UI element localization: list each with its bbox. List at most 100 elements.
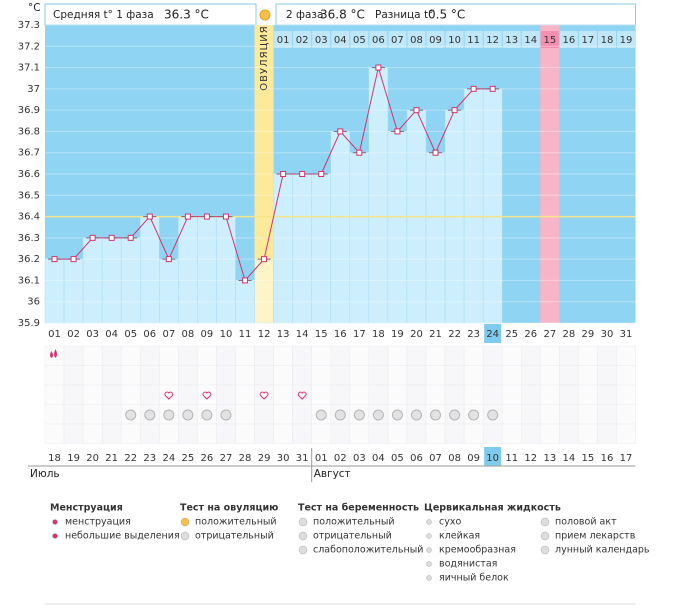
y-tick-label: 37.1 xyxy=(18,63,40,74)
temp-column xyxy=(254,258,274,324)
grid-cell xyxy=(540,404,560,425)
grid-cell xyxy=(425,384,446,405)
phase2-day: 12 xyxy=(486,35,499,46)
grid-cell xyxy=(368,365,389,386)
phase2-cell xyxy=(540,31,559,48)
grid-cell xyxy=(444,345,465,366)
temp-point xyxy=(375,64,382,71)
heart-icon xyxy=(202,391,212,400)
day-label: 06 xyxy=(143,329,156,340)
legend-icon xyxy=(298,545,308,555)
temp-point xyxy=(489,85,496,92)
day-label: 16 xyxy=(334,329,347,340)
test-icon xyxy=(487,409,499,421)
phase2-day: 16 xyxy=(563,35,576,46)
calendar-date: 01 xyxy=(315,453,328,464)
calendar-date: 20 xyxy=(86,453,99,464)
y-tick-label: 36.9 xyxy=(18,105,40,116)
test-icon xyxy=(334,409,346,421)
calendar-date: 08 xyxy=(448,453,461,464)
phase2-day: 13 xyxy=(505,35,518,46)
heart-icon xyxy=(259,391,269,400)
grid-cell xyxy=(292,365,312,386)
calendar-date: 21 xyxy=(105,453,118,464)
temp-point xyxy=(89,234,96,241)
grid-cell xyxy=(597,423,617,444)
legend-item: водянистая xyxy=(439,559,497,570)
y-tick-label: 36.2 xyxy=(18,254,40,265)
grid-cell xyxy=(216,345,236,366)
day-label: 12 xyxy=(258,329,271,340)
day-label: 27 xyxy=(543,329,556,340)
calendar-date: 07 xyxy=(429,453,442,464)
grid-cell xyxy=(216,365,236,386)
ovulation-band xyxy=(254,25,274,260)
grid-cell xyxy=(540,423,560,444)
legend-icon xyxy=(426,533,432,539)
grid-cell xyxy=(616,365,636,386)
phase2-day: 03 xyxy=(315,35,328,46)
grid-cell xyxy=(101,423,122,444)
grid-cell xyxy=(140,345,160,366)
grid-cell xyxy=(311,384,332,405)
legend-item: отрицательный xyxy=(195,531,274,542)
y-tick-label: 36.8 xyxy=(18,126,40,137)
day-label: 31 xyxy=(620,329,633,340)
grid-cell xyxy=(387,345,408,366)
grid-cell xyxy=(120,365,141,386)
calendar-date: 18 xyxy=(48,453,61,464)
grid-cell xyxy=(521,384,541,405)
phase2-day: 02 xyxy=(296,35,309,46)
phase2-cell xyxy=(521,31,540,48)
calendar-date: 02 xyxy=(334,453,347,464)
temp-column xyxy=(197,216,217,324)
phase2-cell xyxy=(464,31,483,48)
y-tick-label: 37.2 xyxy=(18,41,40,52)
grid-cell xyxy=(63,404,84,425)
day-label: 17 xyxy=(353,329,366,340)
grid-cell xyxy=(463,365,484,386)
grid-cell xyxy=(559,365,579,386)
calendar-date: 14 xyxy=(563,453,576,464)
test-icon xyxy=(391,409,403,421)
grid-cell xyxy=(311,365,332,386)
phase1-value: 36.3 °C xyxy=(164,8,209,22)
test-icon xyxy=(182,409,194,421)
sun-icon xyxy=(259,9,271,21)
grid-cell xyxy=(578,384,598,405)
grid-cell xyxy=(216,384,236,405)
grid-cell xyxy=(235,384,255,405)
day-label: 23 xyxy=(467,329,480,340)
temp-point xyxy=(356,149,363,156)
legend-icon xyxy=(180,517,190,527)
phase2-cell xyxy=(350,31,369,48)
grid-cell xyxy=(578,365,598,386)
grid-cell xyxy=(311,345,332,366)
phase2-day: 17 xyxy=(582,35,595,46)
grid-cell xyxy=(521,345,541,366)
test-icon xyxy=(410,409,422,421)
day-label: 19 xyxy=(391,329,404,340)
temp-point xyxy=(146,213,153,220)
legend-icon xyxy=(426,547,432,553)
legend-icon xyxy=(298,517,308,527)
y-tick-label: 36 xyxy=(27,297,40,308)
day-label: 18 xyxy=(372,329,385,340)
grid-cell xyxy=(597,345,617,366)
legend-item: менструация xyxy=(65,517,131,528)
day-label: 26 xyxy=(524,329,537,340)
today-box xyxy=(484,447,502,466)
grid-cell xyxy=(178,345,198,366)
legend-item: яичный белок xyxy=(439,573,509,584)
phase2-cell xyxy=(559,31,578,48)
calendar-date: 15 xyxy=(582,453,595,464)
legend-icon xyxy=(540,531,550,541)
phase2-day: 11 xyxy=(467,35,480,46)
temp-column xyxy=(311,173,332,324)
grid-cell xyxy=(63,365,84,386)
grid-cell xyxy=(330,423,351,444)
grid-cell xyxy=(540,384,560,405)
legend-item: положительный xyxy=(195,517,277,528)
temp-point xyxy=(432,149,439,156)
grid-cell xyxy=(273,404,293,425)
